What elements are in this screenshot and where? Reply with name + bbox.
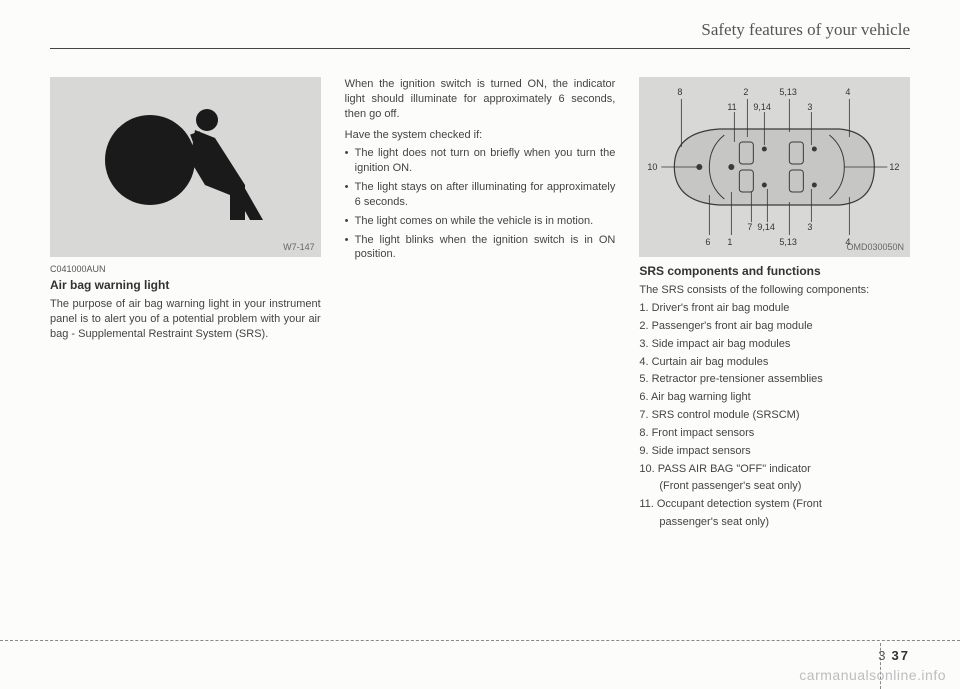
figure-code-top: C041000AUN: [50, 263, 321, 275]
chapter-number: 3: [878, 648, 887, 663]
column-1: W7-147 C041000AUN Air bag warning light …: [50, 77, 321, 533]
airbag-icon: [95, 90, 275, 230]
figure-code-right: W7-147: [283, 241, 315, 253]
list-item: 7. SRS control module (SRSCM): [639, 408, 910, 423]
list-item: The light does not turn on briefly when …: [345, 146, 616, 176]
list-item: 2. Passenger's front air bag module: [639, 319, 910, 334]
footer-rule: [0, 640, 960, 641]
list-item: 1. Driver's front air bag module: [639, 301, 910, 316]
figure-code-right: OMD030050N: [846, 241, 904, 253]
list-item: 3. Side impact air bag modules: [639, 337, 910, 352]
diagram-label: 11: [728, 102, 737, 112]
page-header: Safety features of your vehicle: [50, 20, 910, 49]
figure-airbag-warning: W7-147: [50, 77, 321, 257]
diagram-label: 3: [808, 222, 813, 232]
list-item: 9. Side impact sensors: [639, 444, 910, 459]
list-item: 10. PASS AIR BAG "OFF" indicator: [639, 462, 910, 477]
subhead-airbag-warning: Air bag warning light: [50, 277, 321, 293]
para-srs-intro: The SRS consists of the following compon…: [639, 283, 910, 298]
page-number: 3 37: [878, 648, 910, 663]
srs-list: 1. Driver's front air bag module 2. Pass…: [639, 301, 910, 530]
para-ignition: When the ignition switch is turned ON, t…: [345, 77, 616, 122]
header-title: Safety features of your vehicle: [701, 20, 910, 39]
page-no: 37: [892, 648, 910, 663]
para-check-if: Have the system checked if:: [345, 128, 616, 143]
content-columns: W7-147 C041000AUN Air bag warning light …: [50, 77, 910, 533]
figure-srs-components: 8 2 5,13 4 11 9,14 3 10 12 7 9,14 3 6 1 …: [639, 77, 910, 257]
subhead-srs: SRS components and functions: [639, 263, 910, 279]
diagram-label: 4: [846, 87, 851, 97]
diagram-label: 9,14: [754, 102, 772, 112]
diagram-label: 2: [744, 87, 749, 97]
diagram-label: 7: [748, 222, 753, 232]
watermark: carmanualsonline.info: [799, 667, 946, 683]
column-3: 8 2 5,13 4 11 9,14 3 10 12 7 9,14 3 6 1 …: [639, 77, 910, 533]
column-2: When the ignition switch is turned ON, t…: [345, 77, 616, 533]
list-item: 5. Retractor pre-tensioner assemblies: [639, 372, 910, 387]
diagram-label: 1: [728, 237, 733, 247]
para-airbag-warning: The purpose of air bag warning light in …: [50, 297, 321, 342]
list-item: The light comes on while the vehicle is …: [345, 214, 616, 229]
car-diagram: 8 2 5,13 4 11 9,14 3 10 12 7 9,14 3 6 1 …: [639, 77, 910, 257]
list-item: 11. Occupant detection system (Front: [639, 497, 910, 512]
list-item: (Front passenger's seat only): [639, 479, 910, 494]
check-list: The light does not turn on briefly when …: [345, 146, 616, 262]
diagram-label: 10: [648, 162, 658, 172]
diagram-label: 12: [890, 162, 900, 172]
diagram-label: 5,13: [780, 237, 798, 247]
list-item: The light stays on after illuminating fo…: [345, 180, 616, 210]
diagram-label: 9,14: [758, 222, 776, 232]
diagram-label: 5,13: [780, 87, 798, 97]
diagram-label: 3: [808, 102, 813, 112]
diagram-label: 8: [678, 87, 683, 97]
diagram-label: 6: [706, 237, 711, 247]
list-item: The light blinks when the ignition switc…: [345, 233, 616, 263]
list-item: 6. Air bag warning light: [639, 390, 910, 405]
list-item: 8. Front impact sensors: [639, 426, 910, 441]
list-item: passenger's seat only): [639, 515, 910, 530]
list-item: 4. Curtain air bag modules: [639, 355, 910, 370]
